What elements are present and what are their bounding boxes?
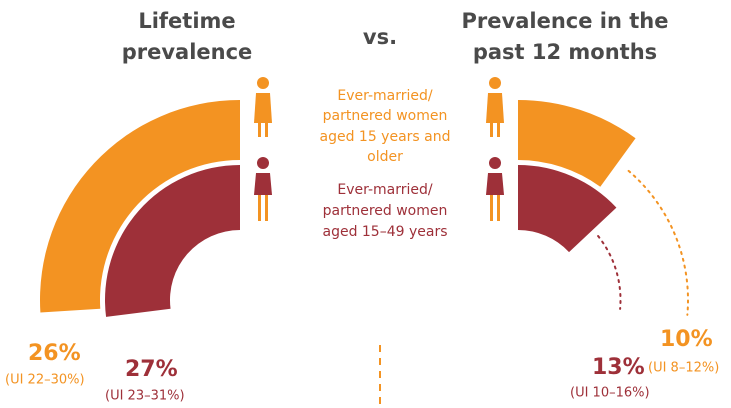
legend-text: aged 15–49 years [322, 224, 447, 240]
panel-title: Prevalence in the [462, 9, 669, 33]
legend-text: partnered women [323, 203, 448, 219]
ring-segment [39, 100, 240, 313]
legend-text: partnered women [323, 108, 448, 124]
ring-segment [518, 165, 617, 253]
value-label: 26% [28, 341, 81, 366]
ring-segment [105, 165, 240, 317]
legend-text: Ever-married/ [337, 88, 433, 104]
icons [254, 77, 504, 221]
icon-woman-young [254, 157, 504, 221]
value-label: 10% [660, 327, 713, 352]
interval-label: (UI 23–31%) [105, 389, 185, 404]
ring-segment [518, 100, 636, 187]
panel-title: prevalence [122, 40, 253, 64]
legend-text: older [367, 149, 403, 165]
dotted-guide [627, 169, 689, 316]
value-label: 13% [592, 355, 645, 380]
interval-label: (UI 10–16%) [570, 386, 650, 401]
legend-text: aged 15 years and [320, 129, 451, 145]
interval-label: (UI 22–30%) [5, 373, 85, 388]
dotted-guide [597, 235, 622, 310]
value-label: 27% [125, 357, 178, 382]
icon-woman [254, 77, 504, 137]
panel-title: Lifetime [138, 9, 235, 33]
panel-title: past 12 months [473, 40, 657, 64]
connector: vs. [363, 25, 397, 49]
legend-text: Ever-married/ [337, 182, 433, 198]
interval-label: (UI 8–12%) [648, 361, 719, 376]
